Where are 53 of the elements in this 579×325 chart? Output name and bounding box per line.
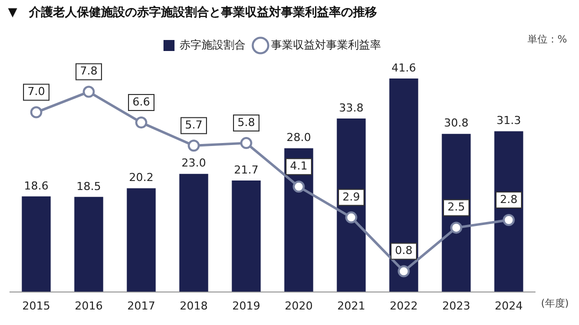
x-tick-label: 2022 xyxy=(390,299,418,312)
bar xyxy=(336,118,366,292)
data-label: 5.8 xyxy=(238,116,255,129)
data-label: 18.5 xyxy=(76,180,101,193)
data-label: 6.6 xyxy=(132,95,150,108)
data-label: 2.5 xyxy=(448,200,465,214)
data-label: 4.1 xyxy=(290,160,308,173)
point xyxy=(502,214,515,226)
x-tick-label: 2017 xyxy=(127,299,156,312)
point xyxy=(188,140,200,152)
point xyxy=(82,86,95,98)
x-tick-label: 2019 xyxy=(232,299,260,312)
data-label: 28.0 xyxy=(286,131,311,144)
legend-label: 赤字施設割合 xyxy=(180,38,246,52)
chart-title: ▼ 介護老人保健施設の赤字施設割合と事業収益対事業利益率の推移 xyxy=(7,4,378,21)
data-label: 31.3 xyxy=(496,114,521,128)
point xyxy=(240,137,252,150)
bar xyxy=(232,180,261,292)
data-label: 18.6 xyxy=(24,179,48,192)
data-label: 20.2 xyxy=(129,171,154,184)
data-label: 41.6 xyxy=(392,61,416,74)
bar xyxy=(179,174,208,292)
x-tick-label: 2016 xyxy=(74,299,103,312)
data-label: 0.8 xyxy=(395,244,412,258)
point xyxy=(450,222,462,234)
data-label: 2.8 xyxy=(500,192,518,206)
data-label: 23.0 xyxy=(182,156,206,170)
point xyxy=(135,116,148,129)
x-tick-label: 2023 xyxy=(442,299,470,312)
data-label: 30.8 xyxy=(444,116,468,130)
x-tick-label: 2021 xyxy=(337,299,366,312)
bar xyxy=(389,78,418,292)
x-tick-label: 2024 xyxy=(494,299,523,312)
bar xyxy=(126,188,156,292)
x-tick-label: 2015 xyxy=(22,299,50,312)
point xyxy=(30,106,42,118)
bar xyxy=(74,196,104,292)
data-label: 5.7 xyxy=(185,118,202,132)
data-label: 21.7 xyxy=(234,163,258,176)
data-label: 7.0 xyxy=(28,85,45,98)
data-label: 7.8 xyxy=(80,64,98,78)
legend-label: 事業収益対事業利益率 xyxy=(271,38,381,52)
data-label: 33.8 xyxy=(339,101,364,114)
bar xyxy=(22,196,51,292)
point xyxy=(345,211,358,224)
x-tick-label: 2018 xyxy=(180,299,208,312)
data-label: 2.9 xyxy=(342,190,360,204)
point xyxy=(398,265,410,278)
point xyxy=(292,180,305,193)
x-axis-title: (年度) xyxy=(541,297,569,310)
text: 単位：% xyxy=(527,34,567,46)
x-tick-label: 2020 xyxy=(284,299,313,312)
bar xyxy=(494,131,524,292)
